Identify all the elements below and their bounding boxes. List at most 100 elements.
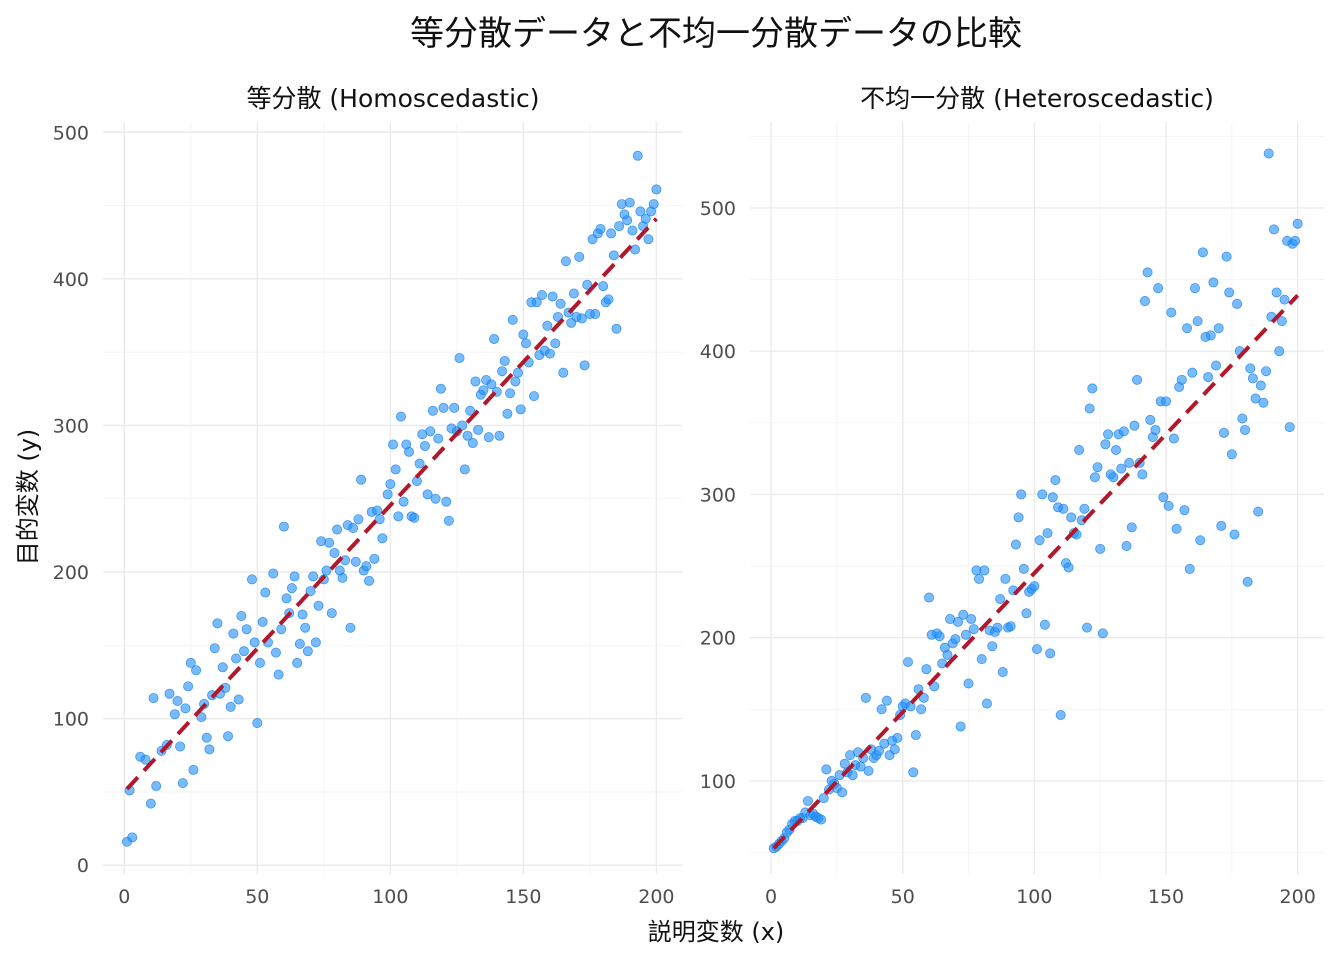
data-point (860, 692, 871, 703)
data-point (419, 440, 430, 451)
data-point (1205, 330, 1216, 341)
data-point (1284, 422, 1295, 433)
data-point (1171, 523, 1182, 534)
data-point (1137, 469, 1148, 480)
data-point (177, 778, 188, 789)
y-tick-label: 300 (53, 415, 89, 437)
data-point (191, 665, 202, 676)
data-point (1066, 512, 1077, 523)
data-point (1150, 424, 1161, 435)
data-point (590, 309, 601, 320)
data-point (1276, 316, 1287, 327)
data-point (254, 657, 265, 668)
data-point (364, 575, 375, 586)
data-point (976, 654, 987, 665)
y-tick-label: 100 (700, 771, 736, 793)
data-point (427, 405, 438, 416)
data-point (390, 464, 401, 475)
data-point (1261, 366, 1272, 377)
data-point (483, 432, 494, 443)
data-point (1232, 298, 1243, 309)
data-point (443, 515, 454, 526)
data-point (241, 624, 252, 635)
data-point (1229, 529, 1240, 540)
data-point (1211, 360, 1222, 371)
data-point (350, 556, 361, 567)
data-point (531, 297, 542, 308)
data-point (1124, 457, 1135, 468)
y-tick-label: 200 (700, 628, 736, 650)
data-point (974, 573, 985, 584)
data-point (385, 479, 396, 490)
data-point (430, 493, 441, 504)
data-point (148, 693, 159, 704)
data-point (395, 411, 406, 422)
data-point (185, 657, 196, 668)
data-point (467, 438, 478, 449)
data-point (1132, 374, 1143, 385)
data-point (470, 376, 481, 387)
data-point (1179, 505, 1190, 516)
data-point (1161, 396, 1172, 407)
data-point (1042, 528, 1053, 539)
data-point (217, 662, 228, 673)
data-point (937, 658, 948, 669)
data-point (576, 313, 587, 324)
data-point (536, 289, 547, 300)
data-point (1121, 540, 1132, 551)
data-point (876, 704, 887, 715)
data-point (302, 646, 313, 657)
data-point (297, 609, 308, 620)
data-point (1032, 644, 1043, 655)
data-point (486, 379, 497, 390)
data-point (955, 721, 966, 732)
data-point (196, 712, 207, 723)
data-point (1108, 472, 1119, 483)
data-point (353, 514, 364, 525)
data-point (281, 593, 292, 604)
data-point (1208, 277, 1219, 288)
data-point (465, 405, 476, 416)
data-point (1116, 463, 1127, 474)
data-point (1226, 449, 1237, 460)
data-point (345, 622, 356, 633)
data-point (547, 291, 558, 302)
heteroscedastic-panel: 0 50 100 150 200 100 200 300 400 500 不均一分散 (Hetero… (700, 84, 1324, 908)
y-axis-title: 目的変数 (y) (14, 429, 42, 566)
y-tick-label: 100 (53, 709, 89, 731)
data-point (544, 348, 555, 359)
data-point (305, 586, 316, 597)
homoscedastic-panel: 0 50 100 150 200 0 100 200 300 400 500 等分散 (Homosce… (53, 84, 683, 908)
data-point (595, 224, 606, 235)
data-point (1221, 251, 1232, 262)
data-point (542, 320, 553, 331)
data-point (1063, 562, 1074, 573)
data-point (278, 521, 289, 532)
data-point (1195, 535, 1206, 546)
data-point (1268, 224, 1279, 235)
data-point (560, 256, 571, 267)
data-point (995, 593, 1006, 604)
y-tick-label: 300 (700, 484, 736, 506)
data-point (497, 366, 508, 377)
data-point (239, 646, 250, 657)
data-point (377, 533, 388, 544)
data-point (1258, 397, 1269, 408)
data-point (414, 458, 425, 469)
data-point (212, 618, 223, 629)
data-point (1153, 283, 1164, 294)
data-point (409, 512, 420, 523)
data-point (425, 426, 436, 437)
data-point (924, 592, 935, 603)
data-point (374, 514, 385, 525)
data-point (958, 609, 969, 620)
data-point (821, 764, 832, 775)
panel-title: 不均一分散 (Heteroscedastic) (860, 84, 1214, 113)
data-point (449, 402, 460, 413)
data-point (356, 474, 367, 485)
y-tick-label: 0 (77, 855, 89, 877)
data-point (1213, 323, 1224, 334)
data-point (140, 754, 151, 765)
data-point (963, 678, 974, 689)
data-point (1097, 628, 1108, 639)
